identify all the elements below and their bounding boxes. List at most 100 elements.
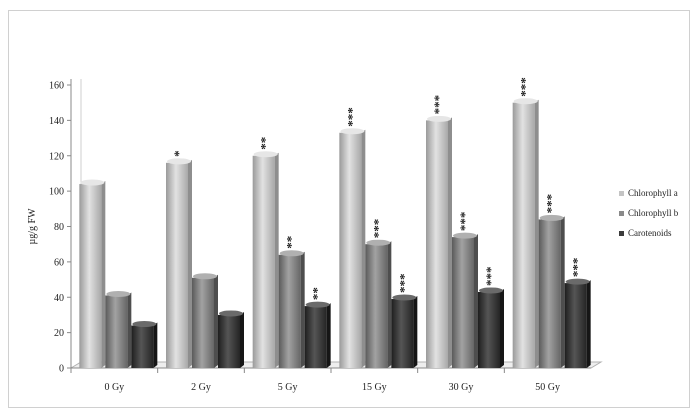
legend-item: Carotenoids: [619, 228, 672, 238]
bar-chlorophyll-a: [512, 98, 539, 368]
y-tick-label: 100: [49, 187, 64, 198]
bar-top: [479, 287, 503, 294]
bar-top: [106, 290, 131, 297]
chart-frame: 0 20 40 60 80 100 120 140 160 µg/g FW 0 Gy 2 Gy * 5 …: [8, 10, 690, 408]
significance-label: ***: [457, 212, 472, 232]
bar-chlorophyll-a: [252, 151, 279, 368]
y-tick-label: 80: [54, 222, 64, 233]
bar-carotenoids: [391, 294, 418, 368]
bars: [79, 98, 591, 368]
bar-side: [387, 241, 392, 368]
bar-top: [513, 98, 538, 105]
bar-carotenoids: [131, 321, 158, 368]
bar-chlorophyll-a: [166, 158, 192, 368]
x-category-label: 15 Gy: [362, 382, 387, 393]
bar-side: [500, 288, 504, 368]
legend-item: Chlorophyll b: [619, 208, 679, 218]
bar-front: [131, 325, 154, 368]
bar-top: [219, 310, 243, 317]
bar-front: [166, 162, 188, 368]
bar-top: [366, 239, 391, 246]
legend: Chlorophyll a Chlorophyll b Carotenoids: [619, 188, 679, 238]
significance-label: ***: [483, 266, 498, 286]
legend-label: Carotenoids: [628, 228, 672, 238]
bar-side: [448, 117, 452, 368]
y-tick-label: 20: [54, 328, 64, 339]
bar-side: [300, 251, 305, 368]
y-axis-title: µg/g FW: [27, 208, 38, 245]
bar-front: [218, 314, 240, 368]
bar-side: [153, 322, 158, 368]
bar-top: [193, 273, 217, 280]
bar-chlorophyll-b: [192, 273, 218, 368]
bar-top: [427, 115, 451, 122]
bar-carotenoids: [304, 301, 331, 368]
significance-label: ***: [396, 274, 411, 294]
bar-front: [339, 132, 362, 368]
bar-carotenoids: [218, 310, 244, 368]
bar-top: [132, 321, 157, 328]
bar-chlorophyll-b: [365, 239, 392, 368]
bar-carotenoids: [564, 278, 591, 368]
bar-chlorophyll-b: [105, 290, 132, 368]
bar-side: [188, 159, 192, 368]
bar-chlorophyll-a: [426, 115, 452, 368]
x-category-label: 0 Gy: [104, 382, 124, 393]
bar-front: [252, 155, 275, 368]
bar-side: [560, 216, 565, 368]
bar-chlorophyll-a: [339, 128, 366, 368]
bar-front: [192, 277, 214, 368]
bar-top: [453, 232, 477, 239]
bar-chlorophyll-b: [452, 232, 478, 368]
bar-carotenoids: [478, 287, 504, 368]
significance-label: ***: [518, 77, 533, 97]
x-category-label: 50 Gy: [535, 382, 560, 393]
bar-top: [392, 294, 417, 301]
bar-front: [564, 283, 587, 368]
legend-swatch: [619, 191, 624, 196]
bar-top: [80, 179, 105, 186]
labels: 0 Gy 2 Gy*5 Gy******15 Gy*********30 Gy**…: [104, 77, 584, 393]
bar-front: [365, 244, 388, 368]
bar-front: [426, 120, 448, 368]
bar-chart: 0 20 40 60 80 100 120 140 160 µg/g FW 0 Gy 2 Gy * 5 …: [27, 77, 679, 393]
legend-swatch: [619, 211, 624, 216]
legend-item: Chlorophyll a: [619, 188, 678, 198]
significance-label: ***: [544, 194, 559, 214]
bar-top: [279, 250, 304, 257]
bar-top: [253, 151, 278, 158]
bar-side: [534, 99, 539, 368]
bar-front: [105, 295, 128, 368]
bar-chlorophyll-a: [79, 179, 106, 368]
bar-side: [586, 280, 591, 368]
bar-front: [478, 291, 500, 368]
bar-front: [391, 299, 414, 368]
bar-side: [361, 129, 366, 368]
bar-top: [167, 158, 191, 165]
bar-top: [340, 128, 365, 135]
significance-label: ***: [431, 95, 446, 115]
significance-label: ***: [344, 107, 359, 127]
x-category-label: 30 Gy: [449, 382, 474, 393]
bar-side: [413, 296, 418, 368]
bar-top: [539, 214, 564, 221]
significance-label: *: [171, 150, 186, 157]
x-category-label: 2 Gy: [191, 382, 211, 393]
y-tick-label: 0: [59, 364, 64, 375]
significance-label: **: [284, 236, 299, 249]
y-tick-label: 140: [49, 116, 64, 127]
bar-side: [240, 311, 244, 368]
bar-side: [474, 234, 478, 368]
bar-side: [274, 152, 279, 368]
y-tick-label: 60: [54, 257, 64, 268]
significance-label: **: [258, 137, 273, 150]
bar-chlorophyll-b: [278, 250, 305, 368]
legend-label: Chlorophyll b: [628, 208, 679, 218]
bar-side: [101, 181, 106, 368]
significance-label: ***: [370, 219, 385, 239]
y-tick-label: 40: [54, 293, 64, 304]
bar-top: [565, 278, 590, 285]
bar-front: [452, 237, 474, 368]
bar-chlorophyll-b: [538, 214, 565, 368]
bar-side: [127, 292, 132, 368]
